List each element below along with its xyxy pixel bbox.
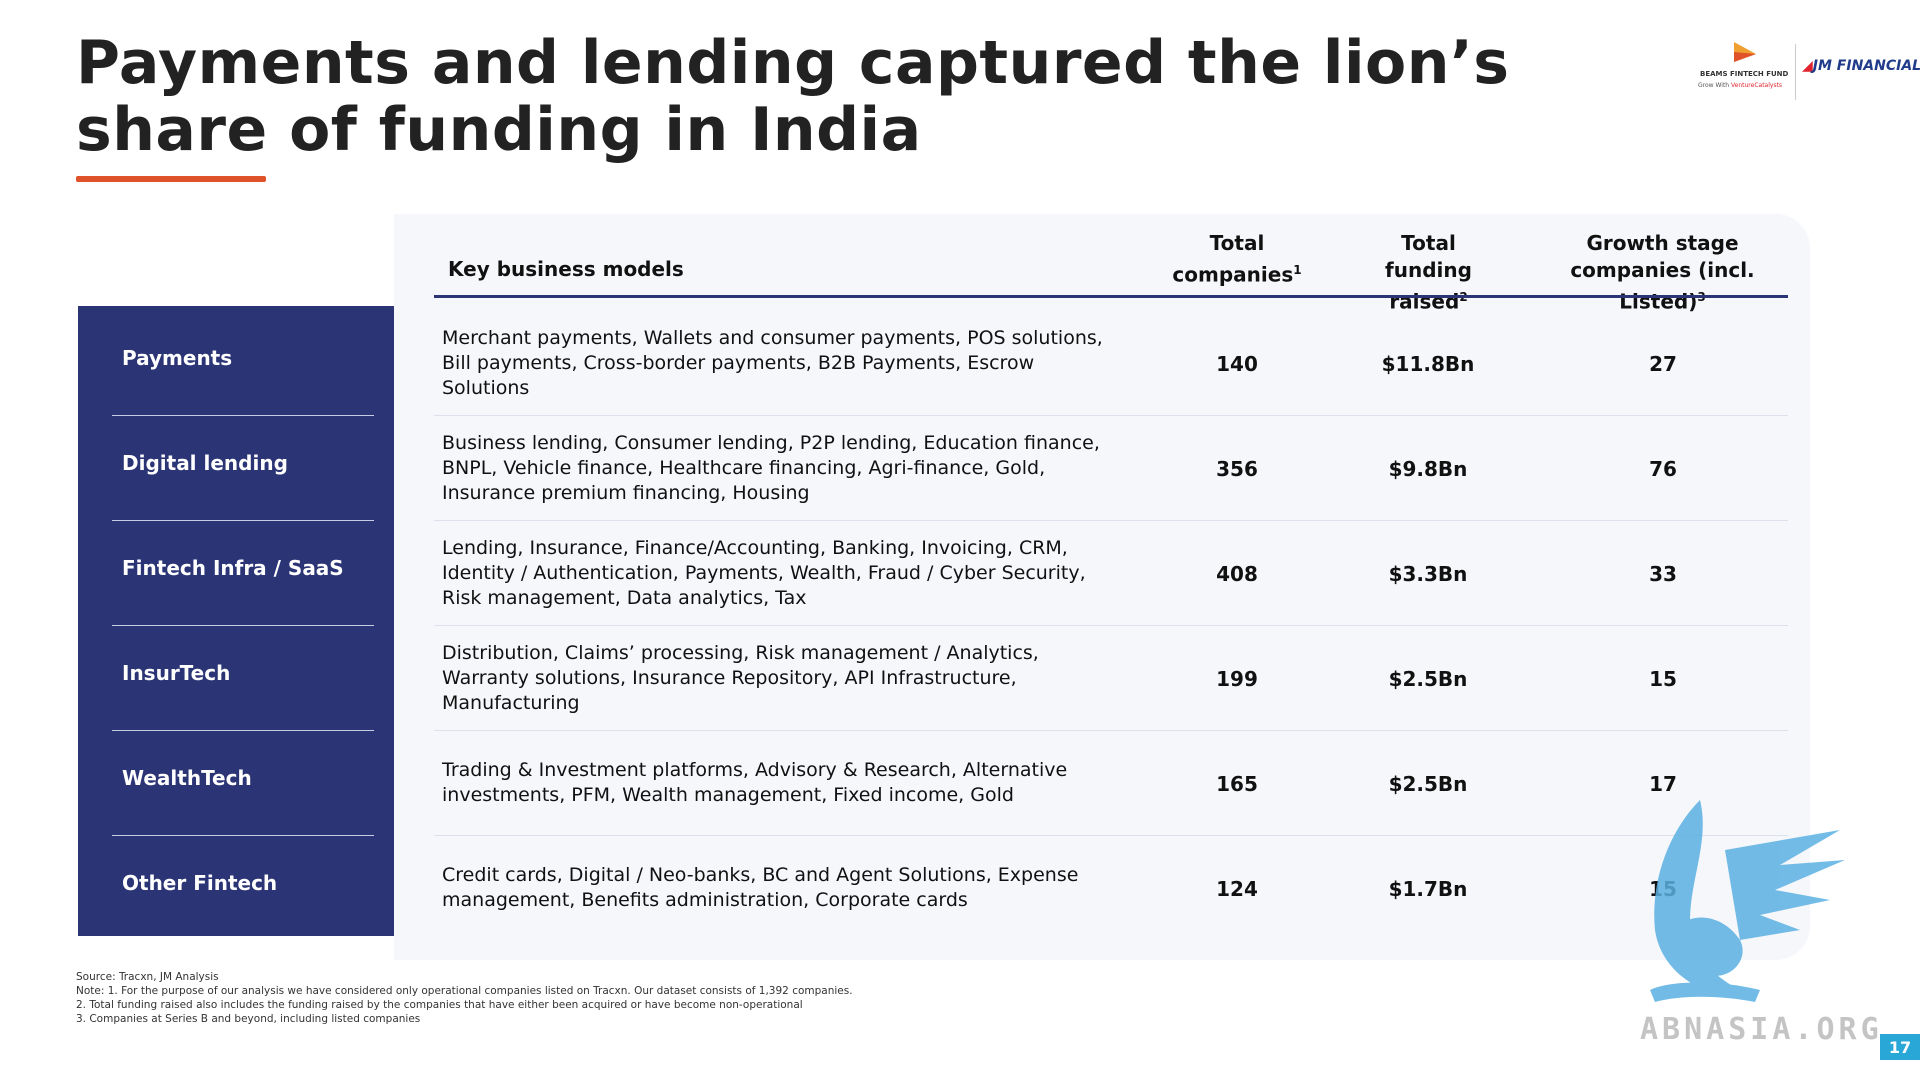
row-companies: 356 [1216, 457, 1258, 481]
row-funding: $9.8Bn [1388, 457, 1468, 481]
row-growth: 76 [1649, 457, 1677, 481]
header-growth: Growth stage companies (incl. Listed)3 [1570, 231, 1755, 314]
beams-logo-sub: Grow With VentureCatalysts [1698, 82, 1783, 89]
footnotes: Source: Tracxn, JM Analysis Note: 1. For… [76, 970, 1276, 1026]
category-label: Other Fintech [122, 871, 278, 895]
category-divider [112, 415, 374, 416]
row-funding: $1.7Bn [1388, 877, 1468, 901]
category-payments: Payments [78, 306, 394, 411]
logo-separator [1795, 44, 1796, 100]
category-label: Digital lending [122, 451, 288, 475]
beams-logo-name: BEAMS FINTECH FUND [1700, 70, 1789, 78]
row-divider [434, 415, 1788, 416]
jm-financial-logo: ◢JM FINANCIAL [1802, 58, 1920, 74]
row-growth: 27 [1649, 352, 1677, 376]
row-companies: 165 [1216, 772, 1258, 796]
row-funding: $3.3Bn [1388, 562, 1468, 586]
beams-logo: BEAMS FINTECH FUND Grow With VentureCata… [1690, 40, 1800, 100]
category-insurtech: InsurTech [78, 621, 394, 726]
page-title: Payments and lending captured the lion’s… [76, 28, 1510, 165]
watermark-text: ABNASIA.ORG [1640, 1012, 1883, 1047]
row-companies: 140 [1216, 352, 1258, 376]
category-other-fintech: Other Fintech [78, 831, 394, 936]
footnote-2: 2. Total funding raised also includes th… [76, 999, 803, 1011]
row-models: Business lending, Consumer lending, P2P … [442, 432, 1100, 504]
footnote-3: 3. Companies at Series B and beyond, inc… [76, 1013, 421, 1025]
row-companies: 124 [1216, 877, 1258, 901]
category-wealthtech: WealthTech [78, 726, 394, 831]
row-growth: 33 [1649, 562, 1677, 586]
page-number: 17 [1880, 1034, 1920, 1060]
category-sidebar: Payments Digital lending Fintech Infra /… [78, 306, 394, 936]
griffin-watermark-icon [1650, 800, 1845, 1002]
row-models: Trading & Investment platforms, Advisory… [442, 759, 1068, 806]
row-divider [434, 835, 1788, 836]
row-funding: $2.5Bn [1388, 667, 1468, 691]
category-label: Fintech Infra / SaaS [122, 556, 344, 580]
beams-flag-icon [1734, 42, 1756, 62]
category-divider [112, 625, 374, 626]
header-companies: Total companies1 [1172, 231, 1302, 287]
logo-group: BEAMS FINTECH FUND Grow With VentureCata… [1690, 40, 1920, 100]
category-fintech-infra: Fintech Infra / SaaS [78, 516, 394, 621]
header-models: Key business models [448, 257, 684, 281]
row-models: Merchant payments, Wallets and consumer … [442, 327, 1103, 399]
row-companies: 408 [1216, 562, 1258, 586]
row-funding: $11.8Bn [1381, 352, 1475, 376]
row-divider [434, 625, 1788, 626]
header-rule [434, 295, 1788, 298]
category-label: Payments [122, 346, 233, 370]
category-divider [112, 730, 374, 731]
row-divider [434, 730, 1788, 731]
category-divider [112, 835, 374, 836]
category-label: WealthTech [122, 766, 252, 790]
category-divider [112, 520, 374, 521]
jm-mark-icon: ◢ [1802, 58, 1813, 74]
category-label: InsurTech [122, 661, 231, 685]
row-divider [434, 520, 1788, 521]
row-models: Distribution, Claims’ processing, Risk m… [442, 642, 1039, 714]
row-companies: 199 [1216, 667, 1258, 691]
row-models: Lending, Insurance, Finance/Accounting, … [442, 537, 1086, 609]
row-growth: 15 [1649, 667, 1677, 691]
footnote-source: Source: Tracxn, JM Analysis [76, 971, 219, 983]
footnote-1: Note: 1. For the purpose of our analysis… [76, 985, 853, 997]
title-underline [76, 176, 266, 182]
row-funding: $2.5Bn [1388, 772, 1468, 796]
header-funding: Total funding raised2 [1385, 231, 1472, 314]
row-growth: 17 [1649, 772, 1677, 796]
row-models: Credit cards, Digital / Neo-banks, BC an… [442, 864, 1079, 911]
category-digital-lending: Digital lending [78, 411, 394, 516]
